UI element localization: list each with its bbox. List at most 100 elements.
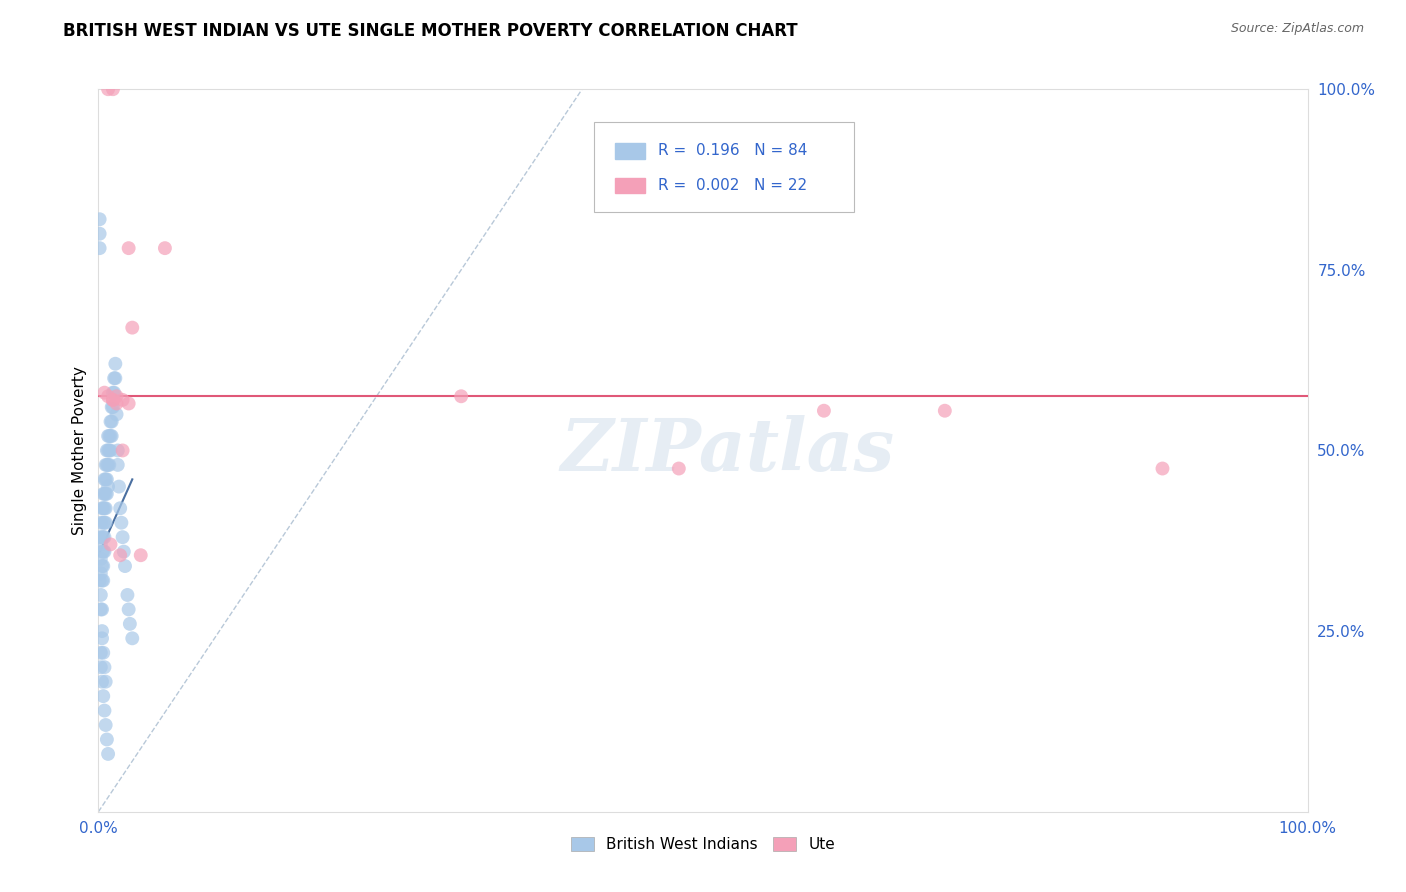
Point	[91, 574, 114, 588]
Point	[107, 443, 129, 458]
Point	[96, 472, 118, 486]
Point	[96, 458, 118, 472]
Point	[100, 429, 122, 443]
Point	[93, 487, 115, 501]
Point	[105, 396, 128, 410]
Point	[110, 516, 132, 530]
Point	[100, 537, 122, 551]
Point	[90, 537, 112, 551]
Text: ZIPatlas: ZIPatlas	[560, 415, 894, 486]
Point	[153, 241, 176, 255]
Point	[90, 588, 112, 602]
Text: R =  0.196   N = 84: R = 0.196 N = 84	[658, 143, 807, 158]
Point	[91, 559, 114, 574]
Point	[118, 616, 141, 631]
Point	[105, 407, 128, 421]
Point	[121, 320, 143, 334]
Point	[101, 392, 124, 407]
Point	[668, 461, 690, 475]
Point	[100, 400, 122, 414]
Point	[90, 516, 112, 530]
Point	[97, 480, 120, 494]
Point	[111, 392, 134, 407]
Point	[1152, 461, 1174, 475]
Text: BRITISH WEST INDIAN VS UTE SINGLE MOTHER POVERTY CORRELATION CHART: BRITISH WEST INDIAN VS UTE SINGLE MOTHER…	[63, 22, 797, 40]
Point	[89, 241, 111, 255]
Point	[105, 389, 128, 403]
Point	[91, 530, 114, 544]
Point	[101, 392, 124, 407]
Point	[104, 371, 127, 385]
Point	[91, 646, 114, 660]
Point	[112, 544, 135, 558]
Point	[91, 624, 114, 639]
Point	[91, 530, 114, 544]
Y-axis label: Single Mother Poverty: Single Mother Poverty	[72, 366, 87, 535]
Point	[90, 566, 112, 581]
Point	[91, 501, 114, 516]
Point	[93, 704, 115, 718]
Point	[94, 674, 117, 689]
Point	[103, 385, 125, 400]
Point	[107, 458, 129, 472]
FancyBboxPatch shape	[614, 178, 645, 194]
Text: R =  0.002   N = 22: R = 0.002 N = 22	[658, 178, 807, 193]
FancyBboxPatch shape	[614, 143, 645, 159]
Point	[96, 443, 118, 458]
Point	[91, 544, 114, 558]
Point	[100, 415, 122, 429]
Point	[114, 559, 136, 574]
Point	[118, 396, 141, 410]
Point	[97, 389, 120, 403]
Point	[90, 551, 112, 566]
Point	[89, 574, 111, 588]
Point	[94, 458, 117, 472]
Point	[104, 357, 127, 371]
Point	[89, 530, 111, 544]
Legend: British West Indians, Ute: British West Indians, Ute	[565, 831, 841, 858]
Point	[97, 458, 120, 472]
Point	[93, 544, 115, 558]
Point	[96, 732, 118, 747]
Point	[111, 443, 134, 458]
Point	[89, 212, 111, 227]
Point	[98, 443, 121, 458]
Point	[91, 501, 114, 516]
Point	[97, 443, 120, 458]
Point	[100, 429, 122, 443]
Point	[93, 516, 115, 530]
FancyBboxPatch shape	[595, 121, 855, 212]
Point	[91, 689, 114, 703]
Point	[934, 403, 956, 417]
Point	[98, 458, 121, 472]
Point	[89, 227, 111, 241]
Point	[94, 516, 117, 530]
Point	[118, 241, 141, 255]
Point	[94, 718, 117, 732]
Point	[91, 559, 114, 574]
Point	[91, 574, 114, 588]
Point	[108, 480, 131, 494]
Point	[91, 544, 114, 558]
Point	[117, 588, 139, 602]
Point	[100, 415, 122, 429]
Point	[93, 530, 115, 544]
Point	[108, 501, 131, 516]
Point	[103, 371, 125, 385]
Point	[129, 548, 152, 562]
Point	[96, 487, 118, 501]
Point	[450, 389, 472, 403]
Point	[94, 501, 117, 516]
Point	[111, 530, 134, 544]
Point	[93, 385, 115, 400]
Point	[108, 548, 131, 562]
Point	[93, 472, 115, 486]
Point	[91, 674, 114, 689]
Point	[118, 602, 141, 616]
Point	[91, 602, 114, 616]
Point	[97, 429, 120, 443]
Point	[101, 400, 124, 414]
Point	[121, 632, 143, 646]
Point	[100, 443, 122, 458]
Point	[101, 82, 124, 96]
